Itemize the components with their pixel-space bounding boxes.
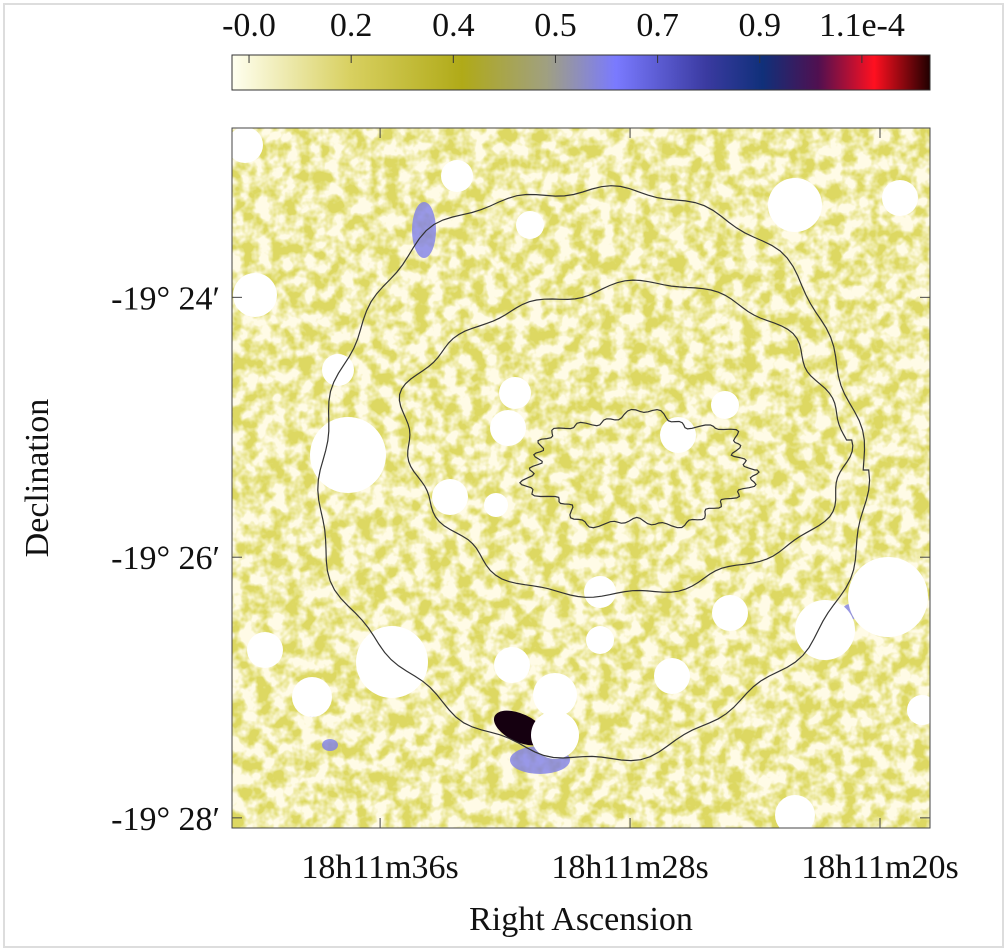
masked-source — [484, 493, 508, 517]
plot-frame — [231, 127, 931, 829]
masked-source — [233, 273, 277, 317]
masked-source — [310, 417, 386, 493]
masked-source — [907, 695, 930, 725]
masked-source — [356, 626, 428, 698]
masked-source — [584, 576, 616, 608]
masked-source — [247, 632, 283, 668]
masked-source — [322, 354, 354, 386]
masked-source — [490, 410, 526, 446]
masked-source — [795, 600, 855, 660]
masked-source — [494, 647, 530, 683]
masked-source — [768, 178, 822, 232]
masked-source — [533, 673, 577, 717]
masked-source — [516, 211, 544, 239]
colorbar-tick-label: -0.0 — [222, 7, 276, 44]
masked-source — [775, 795, 815, 828]
masked-source — [232, 128, 263, 163]
y-tick-label: -19° 26′ — [111, 540, 220, 577]
colorbar-tick-label: 0.2 — [330, 7, 373, 44]
colorbar-tick-label: 0.9 — [739, 7, 782, 44]
x-axis-label: Right Ascension — [469, 901, 693, 938]
masked-source — [654, 658, 690, 694]
x-tick-label: 18h11m28s — [551, 849, 708, 886]
masked-source — [712, 595, 748, 631]
colorbar-tick-label: 0.4 — [432, 7, 475, 44]
colorbar-tick-label: 0.7 — [636, 7, 679, 44]
x-tick-label: 18h11m36s — [301, 849, 458, 886]
masked-source — [848, 557, 928, 637]
masked-source — [292, 677, 332, 717]
colorbar — [231, 54, 931, 91]
masked-source — [711, 391, 739, 419]
colorbar-tick-label: 0.5 — [534, 7, 577, 44]
masked-source — [660, 417, 696, 453]
x-tick-label: 18h11m20s — [801, 849, 958, 886]
masked-source — [586, 626, 614, 654]
masked-source — [441, 160, 473, 192]
y-axis-label: Declination — [19, 399, 56, 558]
contour — [398, 279, 854, 598]
frame — [3, 3, 1004, 948]
masked-source — [531, 711, 579, 759]
y-tick-label: -19° 28′ — [111, 801, 220, 838]
y-tick-label: -19° 24′ — [111, 280, 220, 317]
masked-source — [499, 377, 531, 409]
colorbar-tick-label: 1.1e-4 — [819, 7, 905, 44]
contour — [317, 185, 871, 762]
image — [232, 128, 930, 828]
contour — [519, 408, 760, 529]
masked-source — [882, 180, 918, 216]
masked-source — [432, 479, 468, 515]
